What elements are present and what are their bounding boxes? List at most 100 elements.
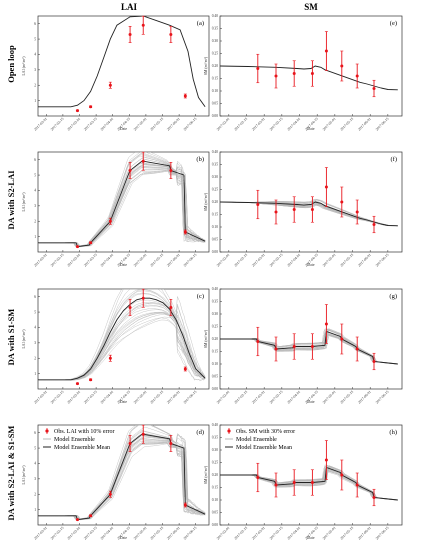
x-tick-label: 2017-04-01 bbox=[287, 117, 302, 132]
obs-point bbox=[372, 87, 376, 90]
y-tick-label: 4 bbox=[34, 326, 36, 330]
y-tick-label: 0.40 bbox=[212, 287, 218, 291]
x-tick-label: 2017-05-01 bbox=[133, 253, 148, 268]
plot-area bbox=[38, 425, 206, 521]
x-axis-label: Date bbox=[307, 263, 314, 267]
y-tick-label: 0.25 bbox=[212, 52, 218, 56]
y-tick-label: 6 bbox=[34, 158, 36, 162]
x-tick-label: 2017-02-15 bbox=[234, 117, 249, 132]
obs-point bbox=[310, 208, 314, 211]
x-tick-label: 2017-02-01 bbox=[33, 253, 48, 268]
y-tick-label: 2 bbox=[34, 83, 36, 87]
ensemble-member-line bbox=[220, 330, 398, 365]
obs-point bbox=[292, 72, 296, 75]
x-tick-label: 2017-05-15 bbox=[340, 117, 355, 132]
obs-point bbox=[274, 347, 278, 351]
y-tick-label: 0.25 bbox=[212, 325, 218, 329]
panel-label: (g) bbox=[389, 293, 397, 300]
y-tick-label: 0.20 bbox=[212, 473, 218, 477]
ensemble-member-line bbox=[38, 159, 206, 247]
y-tick-label: 5 bbox=[34, 37, 36, 41]
ensemble-member-line bbox=[38, 169, 206, 247]
x-tick-label: 2017-04-01 bbox=[100, 117, 115, 132]
x-tick-label: 2017-02-01 bbox=[216, 390, 231, 405]
y-tick-label: 0.00 bbox=[212, 387, 218, 391]
obs-point bbox=[169, 441, 173, 445]
obs-point bbox=[340, 337, 344, 341]
legend-mean-label: Model Ensemble Mean bbox=[236, 445, 292, 451]
x-tick-label: 2017-02-01 bbox=[216, 526, 231, 541]
y-tick-label: 0.30 bbox=[212, 39, 218, 43]
y-tick-label: 0.05 bbox=[212, 238, 218, 242]
row-label-open-loop: Open loop bbox=[6, 45, 16, 83]
y-tick-label: 4 bbox=[34, 189, 36, 193]
y-tick-label: 5 bbox=[34, 173, 36, 177]
x-tick-label: 2017-03-01 bbox=[67, 117, 82, 132]
panel-label: (h) bbox=[389, 429, 397, 436]
obs-point bbox=[372, 496, 376, 499]
ensemble-mean-line bbox=[38, 297, 206, 381]
obs-point bbox=[256, 340, 260, 343]
y-tick-label: 0.15 bbox=[212, 77, 218, 81]
obs-point bbox=[310, 72, 314, 75]
obs-point bbox=[89, 378, 93, 382]
obs-point bbox=[89, 514, 93, 518]
y-tick-label: 0.10 bbox=[212, 498, 218, 502]
x-tick-label: 2017-02-15 bbox=[50, 117, 65, 132]
x-tick-label: 2017-04-01 bbox=[287, 253, 302, 268]
x-tick-label: 2017-02-15 bbox=[234, 390, 249, 405]
x-tick-label: 2017-02-15 bbox=[234, 526, 249, 541]
y-tick-label: 0.00 bbox=[212, 523, 218, 527]
obs-point bbox=[183, 94, 187, 98]
x-tick-label: 2017-03-15 bbox=[83, 390, 98, 405]
y-tick-label: 0.10 bbox=[212, 89, 218, 93]
obs-point bbox=[256, 67, 260, 70]
y-tick-label: 0.00 bbox=[212, 250, 218, 254]
y-tick-label: 0.35 bbox=[212, 436, 218, 440]
x-tick-label: 2017-03-15 bbox=[269, 390, 284, 405]
x-axis-label: Date bbox=[120, 400, 127, 404]
y-tick-label: 0.30 bbox=[212, 175, 218, 179]
chart-panel-g: 0.00 0.05 0.10 0.15 0.20 0.25 0.30 0.35 0.40 SM (… bbox=[204, 287, 403, 405]
plot-area bbox=[220, 198, 398, 227]
obs-point bbox=[75, 518, 79, 522]
x-axis-label: Date bbox=[307, 536, 314, 540]
obs-point bbox=[169, 305, 173, 309]
x-axis-label: Date bbox=[120, 263, 127, 267]
y-axis-label: LAI (m²/m²) bbox=[22, 192, 26, 212]
ensemble-mean-line bbox=[220, 65, 398, 91]
x-tick-label: 2017-04-01 bbox=[100, 526, 115, 541]
obs-point bbox=[75, 245, 79, 249]
x-tick-label: 2017-02-15 bbox=[234, 253, 249, 268]
x-tick-label: 2017-06-15 bbox=[183, 390, 198, 405]
ensemble-mean-line bbox=[38, 16, 206, 108]
obs-point bbox=[355, 210, 359, 214]
x-tick-label: 2017-02-01 bbox=[216, 253, 231, 268]
ensemble-member-line bbox=[38, 168, 206, 248]
x-tick-label: 2017-03-01 bbox=[67, 253, 82, 268]
x-tick-label: 2017-03-15 bbox=[269, 526, 284, 541]
row-label-da-s2-lai-s1-sm: DA with S2-LAI & S1-SM bbox=[6, 426, 16, 521]
ensemble-member-line bbox=[38, 312, 206, 381]
obs-point bbox=[75, 382, 79, 386]
obs-point bbox=[141, 432, 145, 436]
obs-point bbox=[324, 49, 328, 53]
legend-ensemble-label: Model Ensemble bbox=[236, 437, 277, 443]
obs-point bbox=[169, 168, 173, 172]
y-tick-label: 0.05 bbox=[212, 511, 218, 515]
y-axis-label: LAI (m²/m²) bbox=[22, 465, 26, 485]
obs-point bbox=[324, 185, 328, 189]
plot-frame bbox=[37, 424, 210, 526]
legend: Obs. LAI with 10% error Model Ensemble Mod… bbox=[43, 428, 115, 451]
obs-point bbox=[340, 200, 344, 204]
obs-point bbox=[141, 23, 145, 27]
plot-frame bbox=[219, 15, 403, 117]
x-tick-label: 2017-03-01 bbox=[251, 117, 266, 132]
row-label-da-s2-lai: DA with S2-LAI bbox=[6, 170, 16, 230]
obs-point bbox=[310, 345, 314, 348]
plot-area bbox=[220, 65, 398, 91]
plot-area bbox=[38, 16, 206, 108]
row-label-da-s1-sm: DA with S1-SM bbox=[6, 309, 16, 366]
obs-point bbox=[128, 441, 132, 445]
